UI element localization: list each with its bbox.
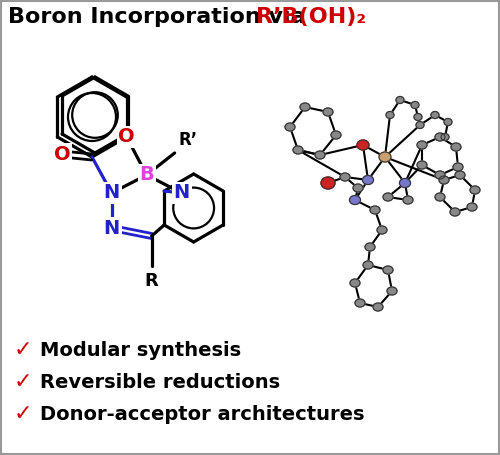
- Ellipse shape: [350, 196, 360, 204]
- Ellipse shape: [435, 171, 445, 179]
- Text: N: N: [104, 183, 120, 202]
- Ellipse shape: [353, 184, 363, 192]
- Ellipse shape: [300, 103, 310, 111]
- Ellipse shape: [340, 173, 350, 181]
- Text: ✓: ✓: [14, 340, 32, 360]
- Ellipse shape: [441, 133, 449, 141]
- Ellipse shape: [379, 152, 391, 162]
- Ellipse shape: [450, 208, 460, 216]
- Text: ✓: ✓: [14, 372, 32, 392]
- Ellipse shape: [396, 96, 404, 103]
- Text: Donor-acceptor architectures: Donor-acceptor architectures: [40, 404, 364, 424]
- Ellipse shape: [455, 171, 465, 179]
- Ellipse shape: [417, 161, 427, 169]
- Ellipse shape: [350, 279, 360, 287]
- Ellipse shape: [323, 108, 333, 116]
- Ellipse shape: [431, 111, 439, 118]
- Ellipse shape: [362, 176, 374, 184]
- Ellipse shape: [293, 146, 303, 154]
- Ellipse shape: [453, 163, 463, 171]
- Ellipse shape: [285, 123, 295, 131]
- Ellipse shape: [400, 178, 410, 187]
- Text: R’: R’: [178, 131, 198, 149]
- Ellipse shape: [416, 121, 424, 128]
- Ellipse shape: [470, 186, 480, 194]
- Ellipse shape: [357, 140, 369, 150]
- Text: O: O: [54, 145, 70, 163]
- Ellipse shape: [435, 133, 445, 141]
- Ellipse shape: [386, 111, 394, 118]
- Ellipse shape: [377, 226, 387, 234]
- Text: Modular synthesis: Modular synthesis: [40, 340, 241, 359]
- Ellipse shape: [439, 176, 449, 184]
- Text: Boron Incorporation via: Boron Incorporation via: [8, 7, 314, 27]
- Ellipse shape: [383, 193, 393, 201]
- Ellipse shape: [373, 303, 383, 311]
- Text: R’B(OH)₂: R’B(OH)₂: [256, 7, 366, 27]
- Ellipse shape: [315, 151, 325, 159]
- Ellipse shape: [370, 206, 380, 214]
- Ellipse shape: [435, 193, 445, 201]
- Text: N: N: [174, 183, 190, 202]
- Ellipse shape: [403, 196, 413, 204]
- Text: B: B: [140, 166, 154, 184]
- Ellipse shape: [321, 177, 335, 189]
- Ellipse shape: [444, 118, 452, 126]
- Ellipse shape: [363, 261, 373, 269]
- Text: ✓: ✓: [14, 404, 32, 424]
- Ellipse shape: [365, 243, 375, 251]
- Text: Reversible reductions: Reversible reductions: [40, 373, 280, 391]
- Ellipse shape: [383, 266, 393, 274]
- Ellipse shape: [331, 131, 341, 139]
- Ellipse shape: [414, 113, 422, 121]
- Text: N: N: [104, 218, 120, 238]
- Text: O: O: [118, 127, 135, 147]
- Ellipse shape: [467, 203, 477, 211]
- Text: R: R: [145, 272, 158, 290]
- Ellipse shape: [387, 287, 397, 295]
- Ellipse shape: [411, 101, 419, 108]
- Ellipse shape: [355, 299, 365, 307]
- Ellipse shape: [451, 143, 461, 151]
- Ellipse shape: [417, 141, 427, 149]
